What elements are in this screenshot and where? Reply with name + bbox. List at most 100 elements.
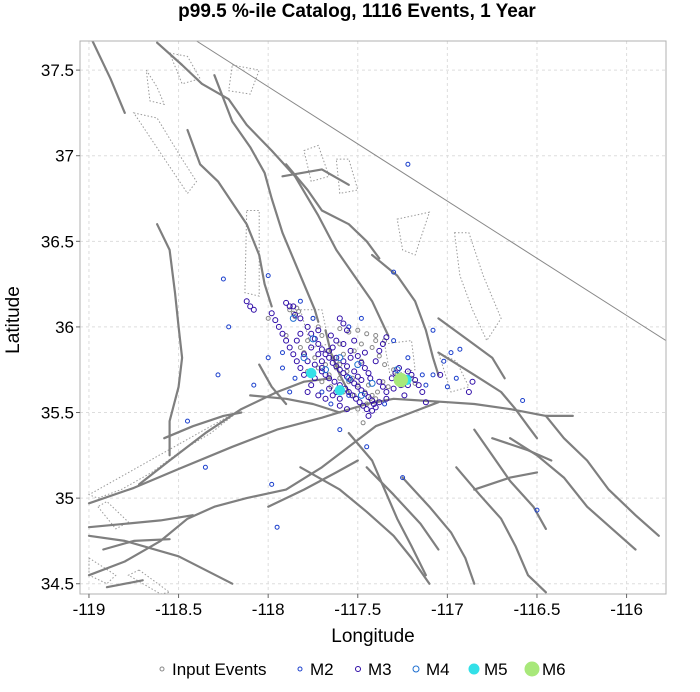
grid-layer (80, 41, 666, 594)
point-m3 (308, 344, 315, 351)
point-m2 (453, 375, 459, 381)
point-m3 (376, 347, 383, 354)
point-m3 (340, 320, 347, 327)
point-m4 (336, 354, 344, 362)
point-m3 (333, 337, 340, 344)
point-m4 (300, 354, 308, 362)
point-m2 (391, 269, 397, 275)
point-input-events (373, 333, 379, 338)
legend-marker (159, 666, 165, 672)
y-tick-label: 35 (55, 489, 74, 508)
point-m3 (469, 378, 476, 385)
point-m3 (318, 365, 325, 371)
point-m3 (412, 377, 419, 383)
fault-zone (396, 211, 431, 256)
x-tick-label: -117 (431, 600, 464, 619)
point-m3 (308, 382, 315, 389)
point-m2 (280, 365, 285, 371)
point-m2 (185, 418, 190, 424)
fault-line (365, 466, 440, 551)
legend-item: M5 (468, 660, 508, 679)
fault-zone (384, 340, 416, 376)
chart-title: p99.5 %-ile Catalog, 1116 Events, 1 Year (178, 1, 536, 22)
point-m3 (379, 341, 386, 347)
legend-item: M2 (297, 660, 334, 679)
point-m5 (334, 385, 346, 396)
point-m2 (220, 276, 226, 282)
point-m2 (430, 327, 436, 333)
point-m2 (265, 273, 271, 279)
point-m4 (357, 391, 365, 399)
fault-zone (132, 112, 198, 195)
fault-zone (145, 69, 166, 106)
point-m2 (382, 401, 388, 407)
point-input-events (265, 315, 271, 321)
point-m3 (347, 354, 354, 361)
legend-item: M4 (412, 660, 450, 679)
fault-line (267, 459, 359, 508)
point-input-events (369, 345, 375, 350)
point-m3 (250, 306, 257, 313)
point-m2 (419, 372, 425, 378)
fault-line (87, 514, 194, 529)
point-m3 (437, 371, 444, 378)
point-input-events (287, 307, 293, 313)
point-m3 (326, 347, 333, 354)
point-m3 (372, 404, 379, 411)
legend-label: M2 (310, 660, 334, 679)
point-m3 (340, 341, 347, 347)
point-m3 (349, 392, 356, 399)
point-m2 (364, 444, 370, 450)
point-m3 (297, 315, 304, 322)
point-m3 (322, 351, 329, 358)
x-tick-label: -118.5 (155, 600, 202, 619)
point-input-events (355, 327, 361, 333)
point-input-events (315, 324, 321, 330)
fault-line (371, 253, 440, 376)
legend-label: Input Events (172, 660, 267, 679)
point-input-events (312, 355, 318, 361)
fault-zone (228, 64, 260, 95)
point-m3 (419, 389, 426, 395)
y-tick-label: 36.5 (41, 232, 74, 251)
point-input-events (319, 379, 325, 385)
point-m4 (354, 361, 362, 369)
point-m2 (292, 375, 298, 381)
point-m4 (345, 374, 353, 382)
point-m3 (275, 323, 282, 330)
x-tick-label: -116 (610, 600, 643, 619)
point-m3 (336, 315, 343, 322)
point-m3 (315, 392, 322, 399)
point-input-events (382, 362, 388, 368)
point-m3 (315, 351, 322, 358)
point-m2 (448, 350, 454, 356)
point-input-events (351, 348, 357, 354)
fault-line (347, 432, 427, 577)
y-tick-label: 37 (55, 147, 74, 166)
fault-zone (127, 569, 171, 594)
point-input-events (330, 355, 336, 361)
point-m3 (354, 383, 361, 390)
y-axis-ticks: 34.5 35 35.5 36 36.5 37 37.5 (41, 61, 80, 594)
point-input-events (346, 329, 352, 335)
point-m3 (311, 361, 318, 368)
point-m3 (353, 395, 359, 402)
point-m2 (534, 507, 540, 513)
point-input-events (364, 331, 370, 337)
point-m3 (344, 373, 350, 380)
point-m3 (408, 371, 415, 378)
plot-frame (79, 40, 667, 595)
legend-label: M4 (426, 660, 450, 679)
legend-marker (297, 666, 303, 672)
fault-line (437, 351, 539, 440)
point-m2 (346, 392, 352, 398)
point-m3 (415, 382, 422, 389)
point-m3 (347, 347, 354, 354)
fault-line (299, 466, 431, 585)
fault-line (509, 437, 637, 551)
y-tick-label: 36 (55, 318, 74, 337)
point-m4 (368, 379, 376, 387)
point-m3 (404, 368, 411, 375)
point-m5 (305, 367, 317, 379)
